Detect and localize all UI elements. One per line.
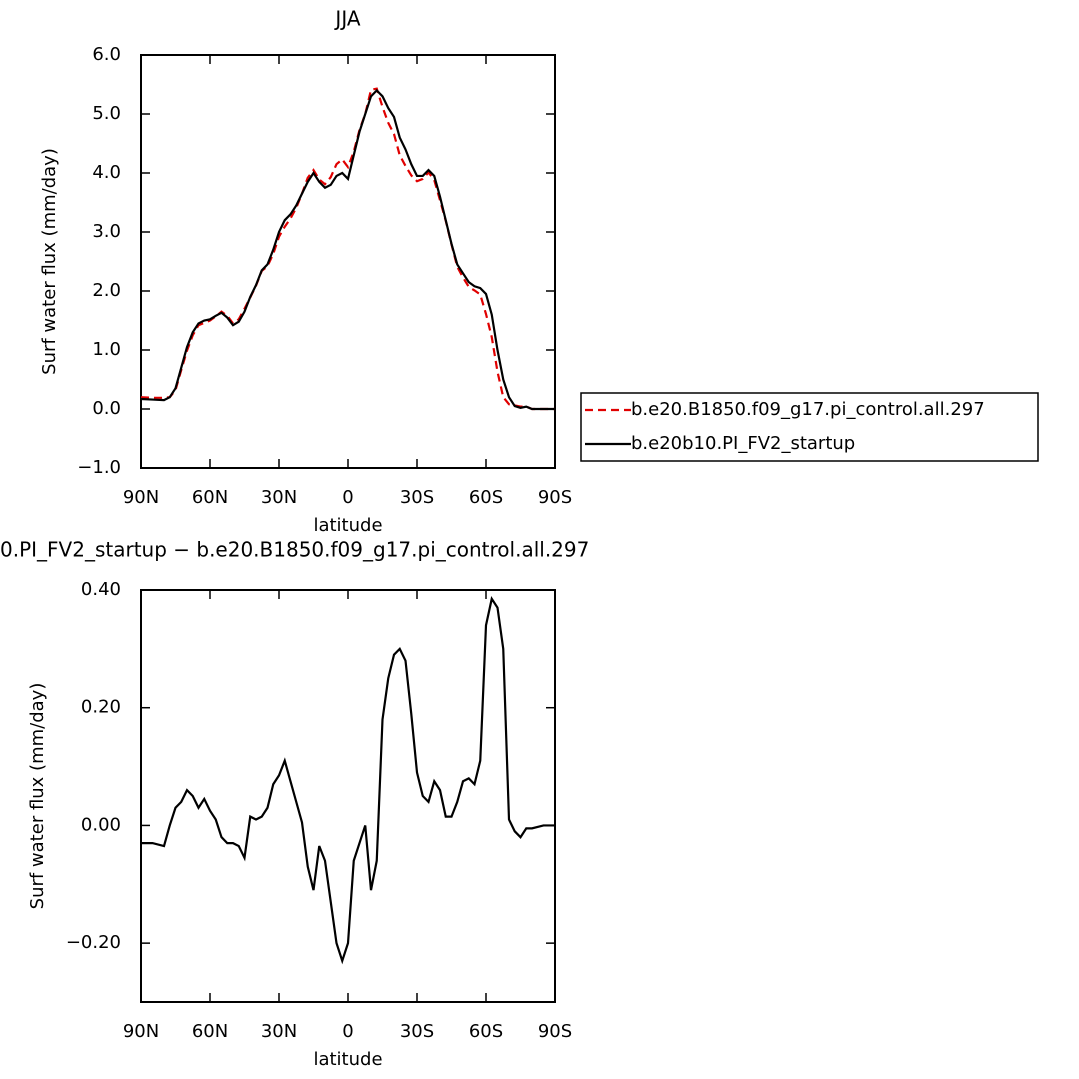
plot-frame xyxy=(140,54,556,469)
y-tick-label: −0.20 xyxy=(66,932,121,953)
x-tick-label: 0 xyxy=(342,1021,353,1042)
y-tick-label: 1.0 xyxy=(92,339,121,360)
x-tick-label: 90N xyxy=(123,487,159,508)
chart-title: 0.PI_FV2_startup − b.e20.B1850.f09_g17.p… xyxy=(0,538,589,562)
chart-title: JJA xyxy=(333,7,360,31)
x-tick-label: 30N xyxy=(261,1021,297,1042)
y-tick-label: 0.0 xyxy=(92,398,121,419)
data-line xyxy=(141,596,555,965)
y-tick-label: 2.0 xyxy=(92,280,121,301)
y-tick-label: −1.0 xyxy=(77,457,121,478)
x-axis-label: latitude xyxy=(313,515,382,536)
data-line xyxy=(140,87,555,411)
x-tick-label: 90S xyxy=(538,487,572,508)
legend-box xyxy=(580,392,1039,462)
y-tick-label: 4.0 xyxy=(92,162,121,183)
x-tick-label: 60N xyxy=(192,1021,228,1042)
data-line xyxy=(140,88,555,411)
x-axis-label: latitude xyxy=(313,1049,382,1070)
x-tick-label: 30S xyxy=(400,1021,434,1042)
legend-label: b.e20b10.PI_FV2_startup xyxy=(631,433,855,454)
x-tick-label: 30S xyxy=(400,487,434,508)
y-tick-label: 0.40 xyxy=(81,579,121,600)
y-tick-label: 0.00 xyxy=(81,814,121,835)
x-tick-label: 0 xyxy=(342,487,353,508)
x-tick-label: 60S xyxy=(469,487,503,508)
legend-label: b.e20.B1850.f09_g17.pi_control.all.297 xyxy=(631,399,985,420)
y-tick-label: 3.0 xyxy=(92,221,121,242)
y-tick-label: 0.20 xyxy=(81,697,121,718)
x-tick-label: 60S xyxy=(469,1021,503,1042)
x-tick-label: 30N xyxy=(261,487,297,508)
y-axis-label: Surf water flux (mm/day) xyxy=(39,148,60,375)
x-tick-label: 90N xyxy=(123,1021,159,1042)
x-tick-label: 60N xyxy=(192,487,228,508)
x-tick-label: 90S xyxy=(538,1021,572,1042)
y-axis-label: Surf water flux (mm/day) xyxy=(27,683,48,910)
y-tick-label: 6.0 xyxy=(92,44,121,65)
y-tick-label: 5.0 xyxy=(92,103,121,124)
